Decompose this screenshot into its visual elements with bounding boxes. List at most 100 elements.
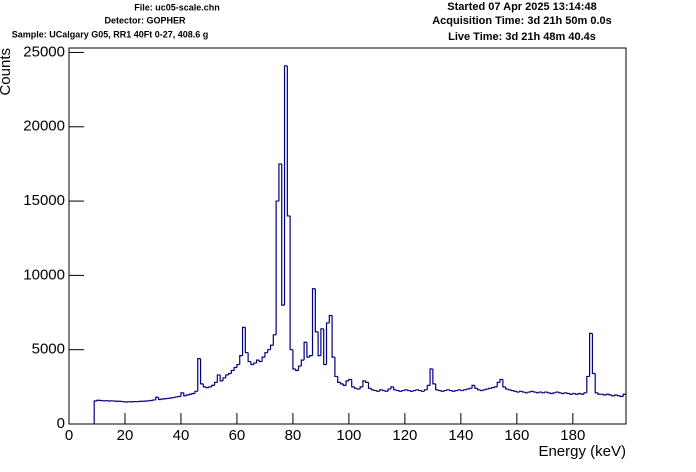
histogram-bin: [303, 341, 307, 361]
histogram-bin: [479, 389, 484, 392]
histogram-bin: [491, 386, 495, 389]
histogram-bin: [460, 389, 464, 392]
histogram-bin: [566, 392, 571, 395]
histogram-bin: [591, 333, 596, 375]
histogram-bin: [510, 389, 515, 392]
histogram-bin: [387, 388, 391, 392]
file-label: File: uc05-scale.chn: [134, 2, 220, 12]
histogram-bin: [541, 392, 545, 394]
histogram-bin: [549, 392, 554, 395]
histogram-bin: [306, 342, 310, 358]
histogram-bin: [605, 393, 610, 396]
histogram-bin: [225, 374, 229, 378]
histogram-bin: [496, 381, 501, 387]
y-axis-title: Counts: [0, 48, 14, 96]
histogram-bin: [622, 393, 626, 397]
histogram-bin: [544, 391, 548, 393]
histogram-bin: [474, 385, 478, 389]
histogram-bin: [608, 394, 613, 396]
histogram-bin: [404, 389, 408, 391]
x-tick-label: 80: [285, 427, 302, 444]
histogram-bin: [311, 288, 316, 356]
histogram-bin: [502, 379, 506, 388]
histogram-bin: [527, 391, 531, 393]
histogram-bin: [575, 393, 579, 395]
y-tick-label: 10000: [23, 266, 65, 283]
histogram-bin: [309, 355, 313, 358]
histogram-bin: [155, 396, 159, 400]
histogram-bin: [345, 380, 349, 386]
histogram-bin: [351, 379, 355, 388]
histogram-bin: [580, 393, 585, 395]
histogram-bin: [465, 388, 470, 390]
histogram-bin: [468, 387, 473, 390]
histogram-bin: [272, 334, 277, 346]
histogram-bin: [493, 386, 498, 388]
histogram-bin: [289, 215, 293, 351]
histogram-bin: [365, 380, 369, 383]
histogram-bin: [569, 393, 573, 395]
histogram-bin: [247, 352, 251, 363]
histogram-bin: [236, 363, 240, 368]
histogram-bin: [373, 389, 377, 392]
x-tick-label: 20: [117, 427, 134, 444]
histogram-bin: [233, 366, 237, 371]
histogram-bin: [197, 358, 201, 392]
histogram-bin: [513, 390, 517, 392]
histogram-bin: [152, 399, 156, 401]
detector-label: Detector: GOPHER: [104, 15, 186, 25]
histogram-bin: [337, 376, 341, 383]
histogram-bin: [278, 163, 282, 202]
histogram-bin: [328, 314, 333, 323]
histogram-bin: [250, 361, 254, 366]
histogram-bin: [183, 392, 187, 397]
histogram-bin: [449, 389, 453, 392]
histogram-bin: [597, 392, 601, 395]
histogram-bin: [211, 384, 215, 387]
x-tick-label: 180: [560, 427, 585, 444]
histogram-bin: [267, 349, 271, 353]
histogram-bin: [202, 383, 207, 388]
histogram-bin: [558, 392, 562, 394]
histogram-bin: [435, 383, 439, 391]
histogram-bin: [583, 392, 587, 395]
histogram-bin: [362, 380, 366, 387]
histogram-bin: [401, 389, 405, 392]
histogram-bin: [463, 389, 467, 391]
histogram-bin: [323, 328, 327, 366]
histogram-bin: [555, 391, 559, 393]
x-tick-label: 60: [229, 427, 246, 444]
y-tick-label: 25000: [23, 43, 65, 60]
histogram-bin: [561, 392, 565, 395]
histogram-bin: [199, 358, 204, 385]
histogram-bin: [443, 389, 447, 392]
histogram-bin: [421, 390, 425, 392]
histogram-bin: [261, 356, 265, 362]
histogram-bin: [376, 390, 380, 392]
histogram-bin: [437, 389, 442, 392]
histogram-bin: [188, 393, 193, 396]
histogram-bin: [586, 375, 590, 393]
histogram-bin: [547, 392, 551, 394]
histogram-bin: [614, 394, 618, 396]
y-tick-label: 0: [57, 415, 65, 432]
x-tick-label: 160: [504, 427, 529, 444]
histogram-bin: [317, 331, 321, 357]
histogram-bin: [320, 328, 324, 356]
histogram-bin: [524, 392, 529, 394]
acquisition-label: Acquisition Time: 3d 21h 50m 0.0s: [432, 15, 612, 27]
histogram-bin: [451, 390, 456, 392]
histogram-bin: [530, 390, 534, 393]
histogram-bin: [334, 357, 338, 378]
histogram-bin: [415, 389, 419, 391]
histogram-bin: [208, 386, 212, 388]
histogram-bin: [538, 391, 543, 393]
histogram-bin: [393, 386, 397, 391]
histogram-bin: [253, 362, 257, 365]
x-tick-label: 140: [448, 427, 473, 444]
histogram-bin: [398, 390, 403, 392]
histogram-bin: [418, 389, 422, 392]
sample-label: Sample: UCalgary G05, RR1 40Ft 0-27, 408…: [12, 29, 209, 39]
